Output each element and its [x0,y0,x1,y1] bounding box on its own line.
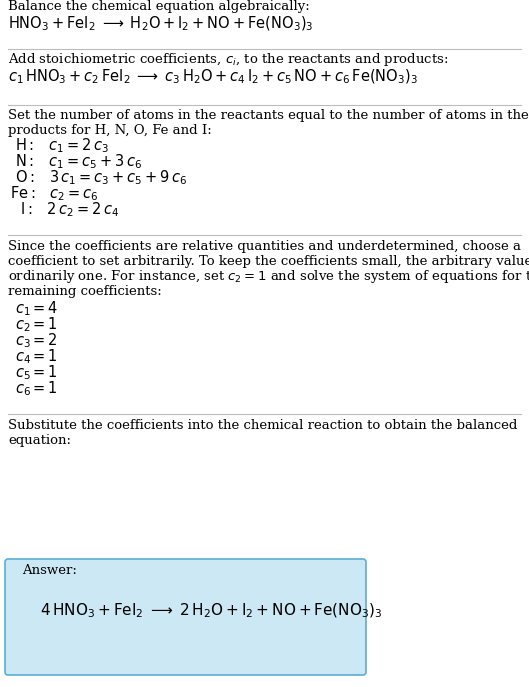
Text: $\mathrm{H:}\;\;\; c_1 = 2\,c_3$: $\mathrm{H:}\;\;\; c_1 = 2\,c_3$ [15,136,109,155]
Text: ordinarily one. For instance, set $c_2 = 1$ and solve the system of equations fo: ordinarily one. For instance, set $c_2 =… [8,268,529,285]
Text: Substitute the coefficients into the chemical reaction to obtain the balanced: Substitute the coefficients into the che… [8,419,517,432]
Text: $c_1 = 4$: $c_1 = 4$ [15,299,58,317]
Text: $4\,\mathrm{HNO_3} + \mathrm{FeI_2} \;\longrightarrow\; 2\,\mathrm{H_2O} + \math: $4\,\mathrm{HNO_3} + \mathrm{FeI_2} \;\l… [40,601,382,620]
Text: $\mathrm{I:}\;\;\; 2\,c_2 = 2\,c_4$: $\mathrm{I:}\;\;\; 2\,c_2 = 2\,c_4$ [20,200,119,218]
Text: Add stoichiometric coefficients, $c_i$, to the reactants and products:: Add stoichiometric coefficients, $c_i$, … [8,51,449,68]
Text: $c_2 = 1$: $c_2 = 1$ [15,315,58,334]
Text: remaining coefficients:: remaining coefficients: [8,285,162,298]
Text: $c_4 = 1$: $c_4 = 1$ [15,347,58,365]
Text: Balance the chemical equation algebraically:: Balance the chemical equation algebraica… [8,0,310,13]
Text: Answer:: Answer: [22,564,77,577]
Text: $\mathrm{Fe:}\;\;\; c_2 = c_6$: $\mathrm{Fe:}\;\;\; c_2 = c_6$ [10,184,99,203]
Text: Since the coefficients are relative quantities and underdetermined, choose a: Since the coefficients are relative quan… [8,240,521,253]
FancyBboxPatch shape [5,559,366,675]
Text: $c_5 = 1$: $c_5 = 1$ [15,363,58,382]
Text: $\mathrm{HNO_3 + FeI_2 \;\longrightarrow\; H_2O + I_2 + NO + Fe(NO_3)_3}$: $\mathrm{HNO_3 + FeI_2 \;\longrightarrow… [8,14,314,33]
Text: Set the number of atoms in the reactants equal to the number of atoms in the: Set the number of atoms in the reactants… [8,109,529,122]
Text: $c_1\,\mathrm{HNO_3} + c_2\,\mathrm{FeI_2} \;\longrightarrow\; c_3\,\mathrm{H_2O: $c_1\,\mathrm{HNO_3} + c_2\,\mathrm{FeI_… [8,67,418,86]
Text: $\mathrm{O:}\;\;\; 3\,c_1 = c_3 + c_5 + 9\,c_6$: $\mathrm{O:}\;\;\; 3\,c_1 = c_3 + c_5 + … [15,168,187,187]
Text: equation:: equation: [8,434,71,447]
Text: $c_3 = 2$: $c_3 = 2$ [15,331,58,350]
Text: products for H, N, O, Fe and I:: products for H, N, O, Fe and I: [8,124,212,137]
Text: $\mathrm{N:}\;\;\; c_1 = c_5 + 3\,c_6$: $\mathrm{N:}\;\;\; c_1 = c_5 + 3\,c_6$ [15,152,142,170]
Text: coefficient to set arbitrarily. To keep the coefficients small, the arbitrary va: coefficient to set arbitrarily. To keep … [8,255,529,268]
Text: $c_6 = 1$: $c_6 = 1$ [15,379,58,398]
